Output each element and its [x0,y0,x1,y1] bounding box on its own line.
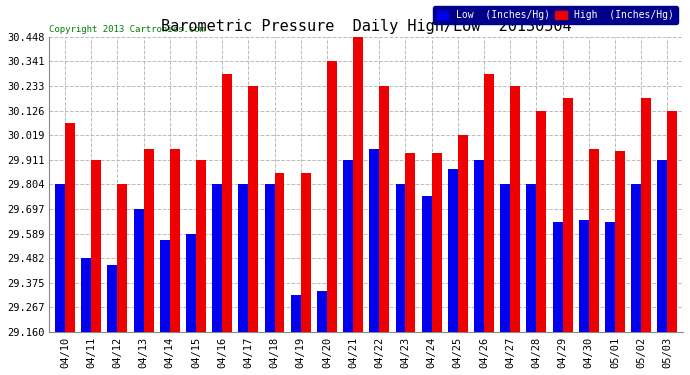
Bar [458,135,468,332]
Bar [579,220,589,332]
Bar [81,258,91,332]
Bar [317,291,327,332]
Bar [631,184,641,332]
Bar [238,184,248,332]
Bar [213,184,222,332]
Bar [222,74,232,332]
Bar [108,266,117,332]
Bar [422,196,432,332]
Bar [248,86,258,332]
Bar [369,148,380,332]
Bar [117,184,128,332]
Bar [589,148,599,332]
Bar [605,222,615,332]
Legend: Low  (Inches/Hg), High  (Inches/Hg): Low (Inches/Hg), High (Inches/Hg) [433,6,678,24]
Bar [448,169,458,332]
Bar [353,37,363,332]
Bar [536,111,546,332]
Bar [667,111,678,332]
Bar [290,295,301,332]
Bar [615,151,625,332]
Bar [474,160,484,332]
Bar [55,184,65,332]
Bar [186,234,196,332]
Bar [526,184,536,332]
Bar [406,153,415,332]
Bar [160,240,170,332]
Bar [380,86,389,332]
Bar [510,86,520,332]
Bar [658,160,667,332]
Bar [641,98,651,332]
Bar [170,148,179,332]
Bar [65,123,75,332]
Bar [432,153,442,332]
Title: Barometric Pressure  Daily High/Low  20130504: Barometric Pressure Daily High/Low 20130… [161,19,571,34]
Bar [484,74,494,332]
Bar [343,160,353,332]
Bar [301,173,310,332]
Bar [327,61,337,332]
Bar [275,173,284,332]
Bar [144,148,154,332]
Bar [395,184,406,332]
Text: Copyright 2013 Cartronics.com: Copyright 2013 Cartronics.com [49,25,205,34]
Bar [134,209,144,332]
Bar [500,184,510,332]
Bar [196,160,206,332]
Bar [264,184,275,332]
Bar [553,222,562,332]
Bar [91,160,101,332]
Bar [562,98,573,332]
